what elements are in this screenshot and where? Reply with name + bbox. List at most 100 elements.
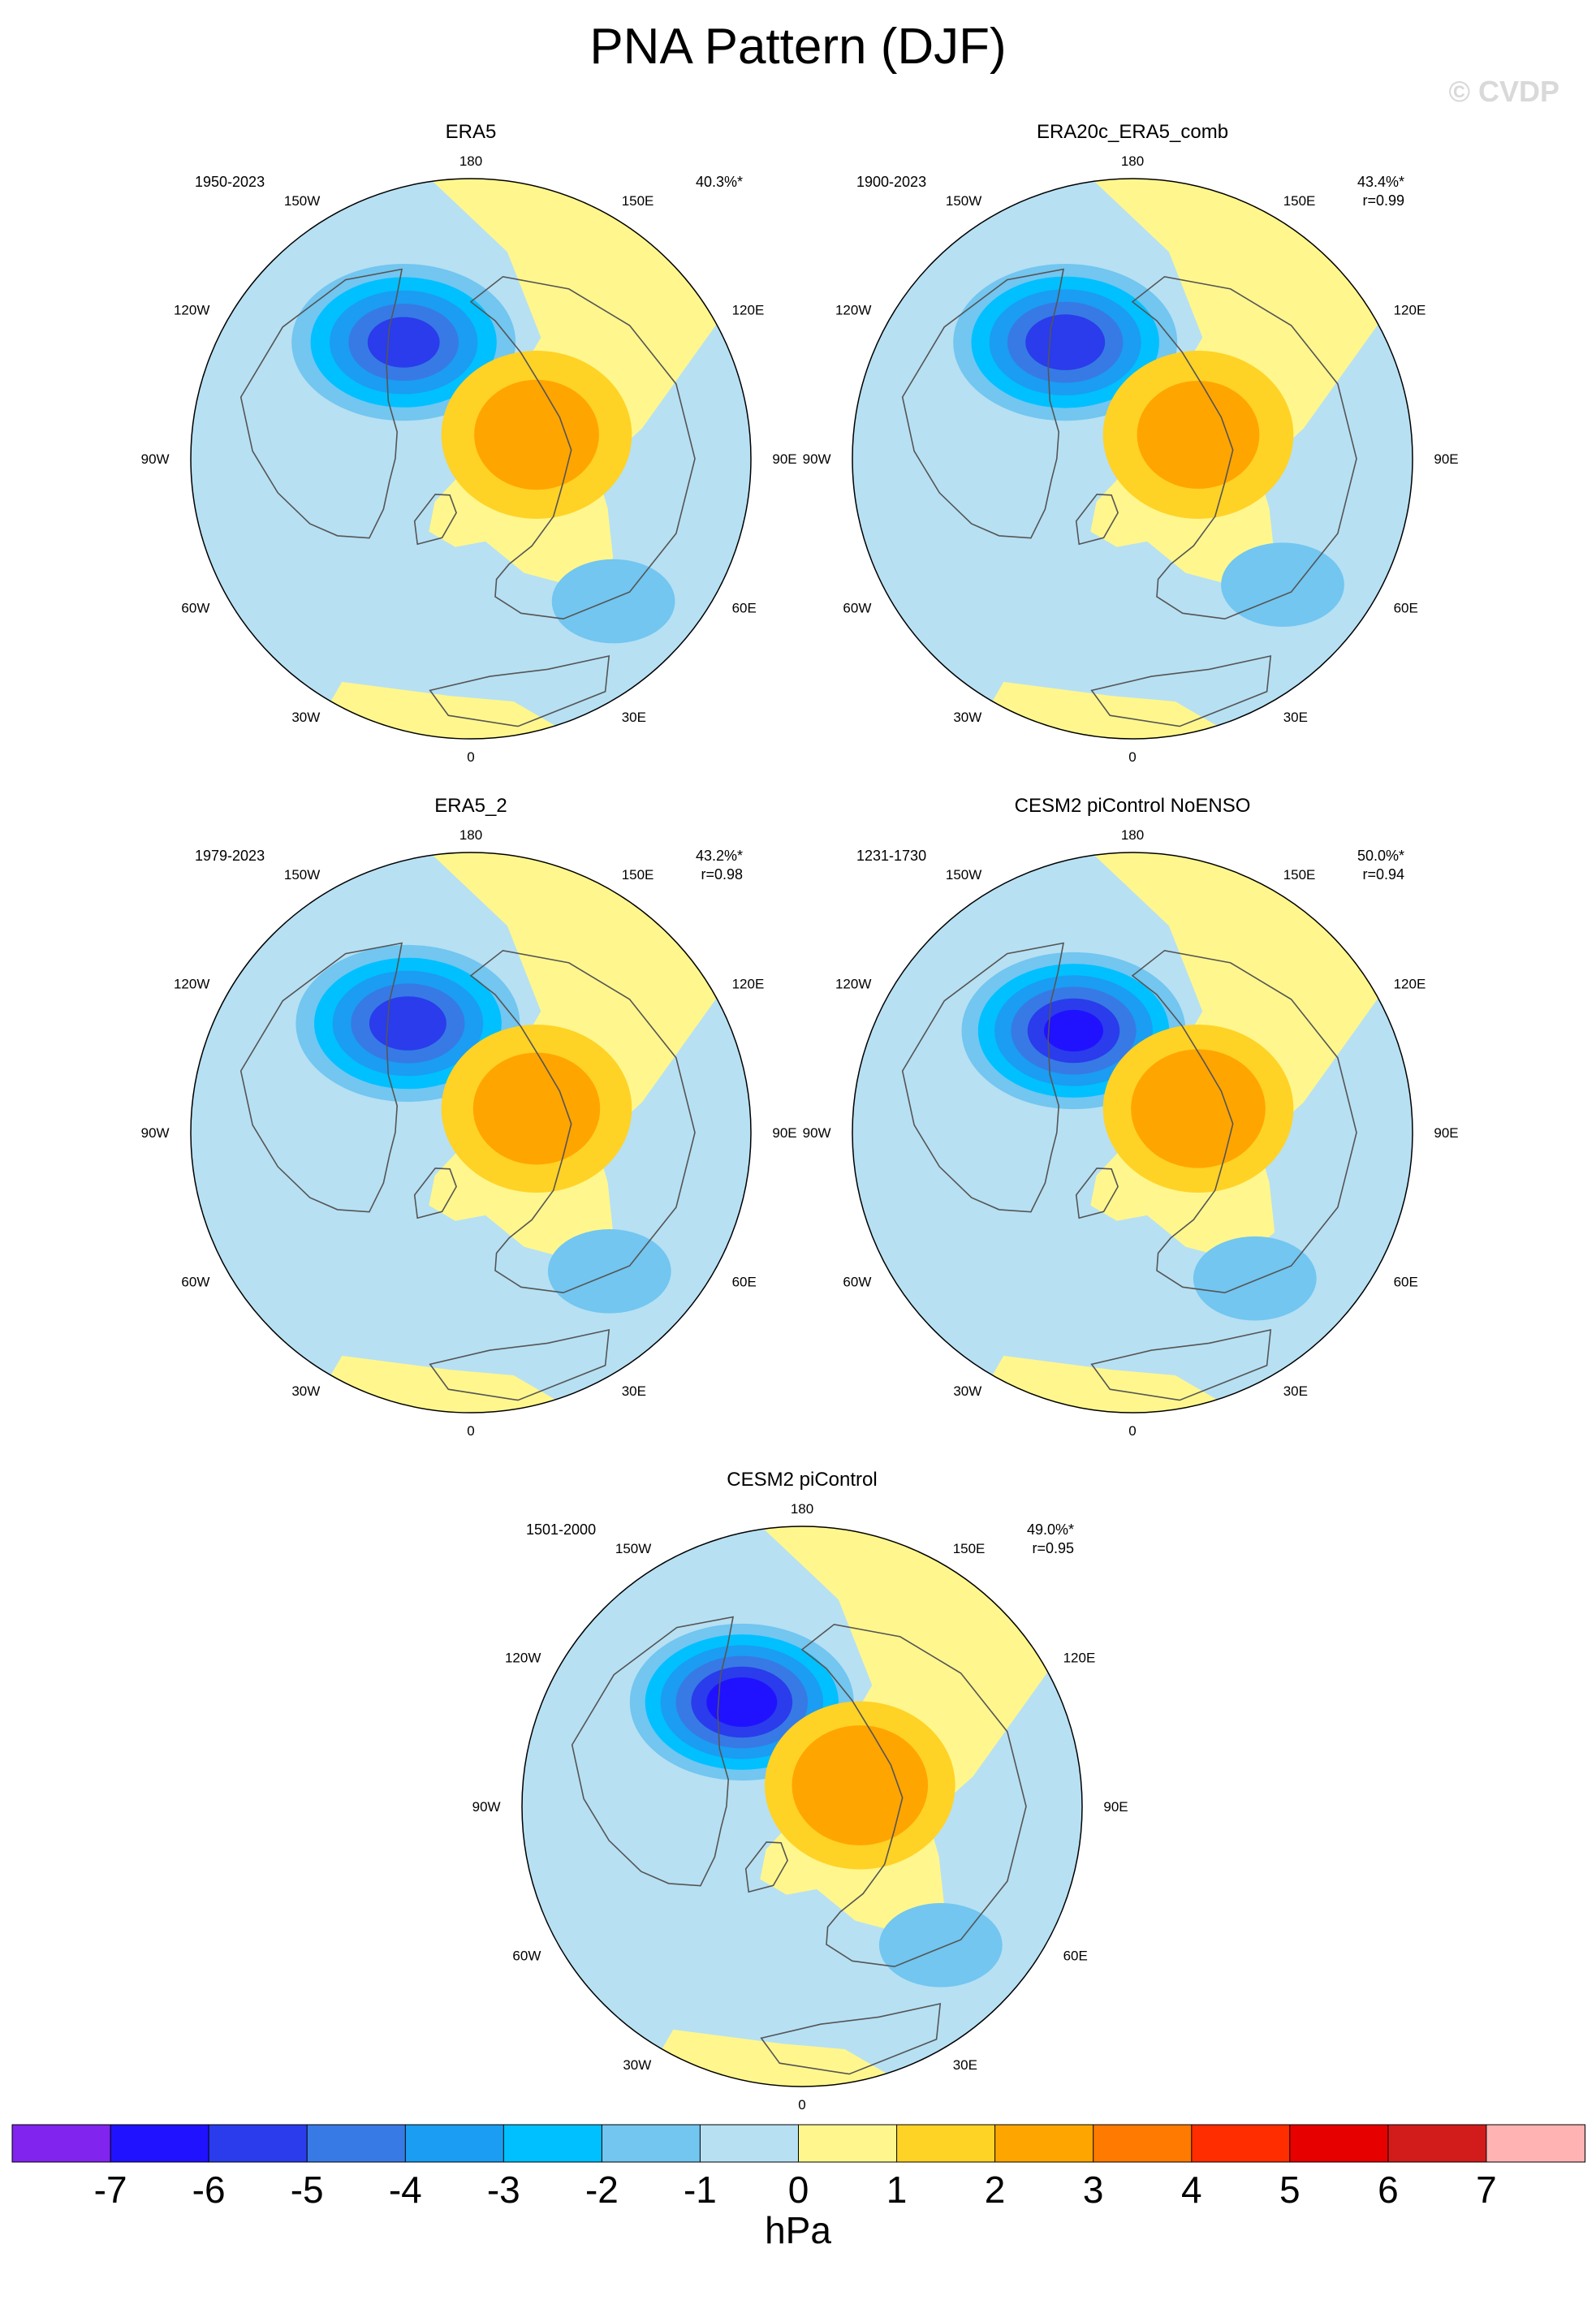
colorbar-units: hPa (765, 2209, 831, 2251)
pressure-field (522, 1526, 1082, 2087)
panel-title: ERA5 (446, 121, 497, 143)
lon-label: 90E (772, 1125, 796, 1141)
percent-variance: 43.4%* (1357, 174, 1404, 190)
percent-variance: 49.0%* (1027, 1521, 1074, 1538)
colorbar-tick-label: -7 (94, 2169, 127, 2211)
lon-label: 120W (174, 977, 209, 992)
lon-label: 30E (953, 2057, 977, 2073)
lon-label: 30E (1283, 710, 1308, 725)
colorbar-swatch (11, 2124, 112, 2163)
contour-south-low (1221, 542, 1344, 627)
map-panel-1: 180 150E 120E 90E 60E 30E 0 30W 60W 90W 120W 150W ER… (141, 121, 797, 765)
colorbar-tick-label: 6 (1378, 2169, 1399, 2211)
colorbar-tick-label: -1 (684, 2169, 717, 2211)
colorbar-tick-label: 0 (788, 2169, 809, 2211)
lon-label: 90E (1434, 1125, 1458, 1141)
pressure-field (191, 852, 751, 1413)
pattern-correlation: r=0.98 (701, 866, 743, 883)
lon-label: 120E (732, 303, 765, 318)
lon-label: 120E (1063, 1651, 1096, 1666)
contour-aleutian-low (369, 996, 446, 1051)
colorbar-tick-label: 7 (1476, 2169, 1497, 2211)
contour-south-low (1193, 1236, 1317, 1321)
colorbar-swatch (1093, 2124, 1193, 2163)
colorbar-swatch (994, 2124, 1094, 2163)
lon-label: 0 (467, 749, 474, 765)
lon-label: 120E (1394, 303, 1426, 318)
colorbar: -7 -6 -5 -4 -3 -2 -1 0 1 2 3 4 5 6 7 hPa (11, 2124, 1586, 2251)
contour-aleutian-low (367, 317, 440, 368)
pattern-correlation: r=0.94 (1362, 866, 1404, 883)
colorbar-swatch (798, 2124, 898, 2163)
coastline (429, 654, 610, 727)
pressure-field (852, 852, 1413, 1413)
contour-canada-high (1137, 381, 1260, 489)
lon-label: 150E (953, 1541, 986, 1556)
lon-label: 60W (843, 601, 871, 616)
panel-period: 1950-2023 (195, 174, 265, 190)
lon-label: 180 (459, 153, 482, 169)
colorbar-swatch (503, 2124, 603, 2163)
lon-label: 30W (291, 1383, 320, 1399)
lon-label: 90W (472, 1799, 501, 1815)
colorbar-swatch (306, 2124, 407, 2163)
colorbar-swatch (1289, 2124, 1389, 2163)
colorbar-swatch (404, 2124, 505, 2163)
coastline (1131, 949, 1357, 1294)
panel-period: 1979-2023 (195, 848, 265, 864)
lon-label: 30E (622, 1383, 646, 1399)
lon-label: 90E (1103, 1799, 1128, 1815)
percent-variance: 43.2%* (696, 848, 743, 864)
lon-label: 90W (803, 451, 831, 467)
contour-canada-high (1131, 1049, 1266, 1168)
map-border (852, 178, 1413, 740)
lon-label: 60W (512, 1949, 541, 1964)
lon-label: 150E (1283, 193, 1316, 209)
lon-label: 0 (467, 1423, 474, 1439)
coastline (760, 2002, 942, 2075)
coastline (901, 268, 1065, 539)
lon-label: 90W (141, 451, 170, 467)
lon-label: 150W (615, 1541, 651, 1556)
coastline (429, 1328, 610, 1401)
map-border (521, 1526, 1083, 2087)
lon-label: 120W (835, 977, 871, 992)
lon-label: 150E (622, 867, 654, 883)
contour-south-low (547, 1229, 671, 1314)
lon-label: 30E (622, 710, 646, 725)
colorbar-tick-label: 4 (1181, 2169, 1202, 2211)
coastline (1090, 654, 1272, 727)
lon-label: 180 (1121, 153, 1144, 169)
lon-label: 30E (1283, 1383, 1308, 1399)
panel-period: 1501-2000 (526, 1521, 596, 1538)
lon-label: 0 (798, 2097, 805, 2113)
colorbar-swatch (1191, 2124, 1291, 2163)
colorbar-swatch (208, 2124, 308, 2163)
pattern-correlation: r=0.95 (1032, 1540, 1074, 1556)
colorbar-swatch (1387, 2124, 1488, 2163)
coastline (1131, 275, 1357, 620)
map-panel-3: 180 150E 120E 90E 60E 30E 0 30W 60W 90W 120W 150W ER… (141, 795, 797, 1439)
colorbar-tick-label: 3 (1083, 2169, 1104, 2211)
coastline (901, 942, 1065, 1213)
lon-label: 60E (1394, 601, 1418, 616)
lon-label: 150E (622, 193, 654, 209)
lon-label: 30W (291, 710, 320, 725)
contour-south-low (878, 1903, 1003, 1987)
colorbar-tick-label: -3 (487, 2169, 520, 2211)
lon-label: 60E (732, 601, 757, 616)
contour-canada-high (792, 1725, 929, 1845)
coastline (1090, 1328, 1272, 1401)
lon-label: 90E (1434, 451, 1458, 467)
lon-label: 120W (505, 1651, 541, 1666)
lon-label: 60E (1063, 1949, 1088, 1964)
figure-title: PNA Pattern (DJF) (589, 19, 1007, 75)
lon-label: 150E (1283, 867, 1316, 883)
lon-label: 120W (174, 303, 209, 318)
coastline (469, 949, 696, 1294)
lon-label: 120W (835, 303, 871, 318)
lon-label: 90W (803, 1125, 831, 1141)
lon-label: 60E (732, 1275, 757, 1290)
contour-aleutian-low (1025, 314, 1106, 370)
